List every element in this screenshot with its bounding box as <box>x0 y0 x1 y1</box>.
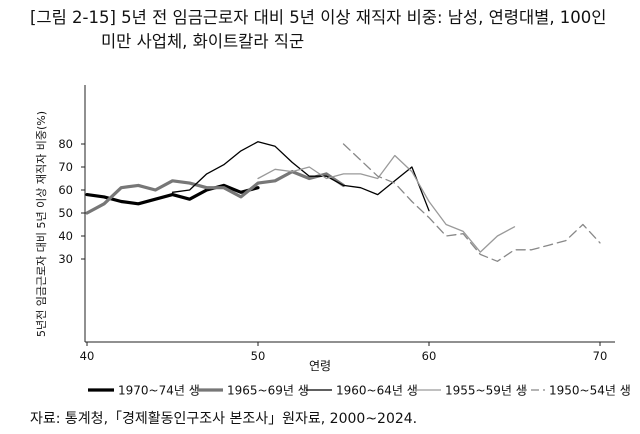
series-line-2 <box>85 170 346 215</box>
x-tick-label: 40 <box>80 349 95 363</box>
y-tick-label: 30 <box>58 252 73 266</box>
legend-label-4: 1955~59년 생 <box>445 384 527 398</box>
y-tick-label: 40 <box>58 229 73 243</box>
y-tick-label: 60 <box>58 183 73 197</box>
y-axis-title: 5년전 임금근로자 대비 5년 이상 재직자 비중(%) <box>35 111 48 337</box>
x-tick-label: 70 <box>593 349 608 363</box>
y-tick-label: 70 <box>58 160 73 174</box>
y-tick-label: 80 <box>58 137 73 151</box>
legend-label-1: 1970~74년 생 <box>118 384 200 398</box>
chart-title: [그림 2-15] 5년 전 임금근로자 대비 5년 이상 재직자 비중: 남성… <box>30 6 630 54</box>
y-tick-label: 50 <box>58 206 73 220</box>
title-line-1: [그림 2-15] 5년 전 임금근로자 대비 5년 이상 재직자 비중: 남성… <box>30 8 607 27</box>
legend-label-5: 1950~54년 생 <box>549 384 631 398</box>
series-line-5 <box>342 143 601 262</box>
source-note: 자료: 통계청,「경제활동인구조사 본조사」원자료, 2000~2024. <box>30 411 418 427</box>
series-line-1 <box>85 183 260 206</box>
x-tick-label: 50 <box>251 349 266 363</box>
title-line-2: 미만 사업체, 화이트칼라 직군 <box>101 32 305 51</box>
legend-label-2: 1965~69년 생 <box>227 384 309 398</box>
series-line-4 <box>257 154 516 253</box>
x-tick-label: 60 <box>422 349 437 363</box>
x-axis-title: 연령 <box>309 359 331 373</box>
legend-label-3: 1960~64년 생 <box>336 384 418 398</box>
